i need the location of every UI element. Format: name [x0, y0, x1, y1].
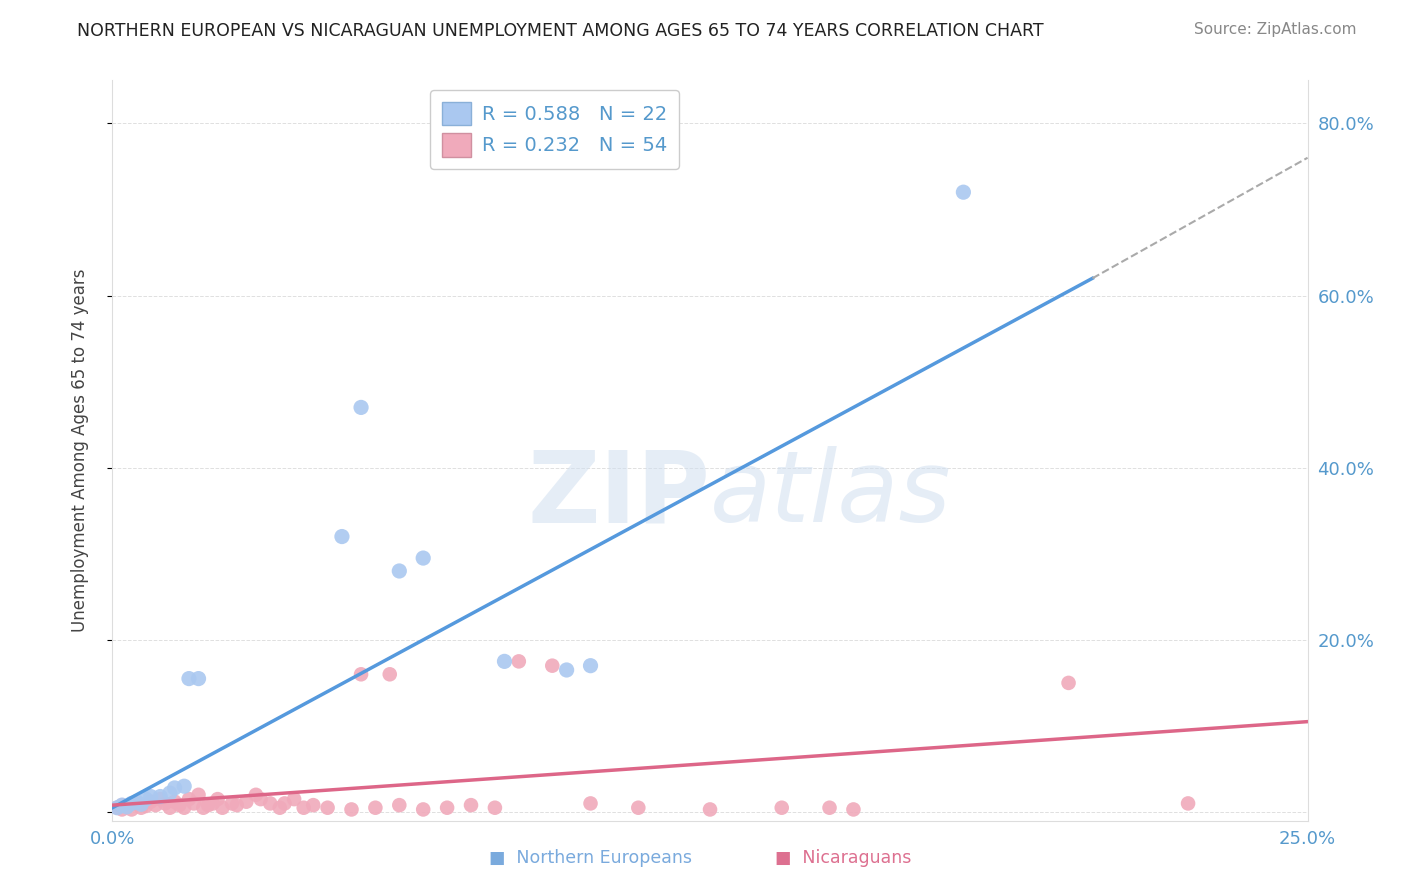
Point [115, 800, 138, 814]
Point [412, 802, 434, 816]
Legend: R = 0.588   N = 22, R = 0.232   N = 54: R = 0.588 N = 22, R = 0.232 N = 54 [430, 90, 679, 169]
Point [125, 797, 148, 811]
Point [273, 797, 295, 811]
Point [197, 798, 219, 813]
Point [221, 797, 243, 811]
Point [1177, 797, 1199, 811]
Text: atlas: atlas [710, 446, 952, 543]
Point [121, 802, 143, 816]
Point [163, 780, 186, 795]
Point [494, 654, 516, 668]
Text: ■  Nicaraguans: ■ Nicaraguans [776, 849, 911, 867]
Point [842, 802, 865, 816]
Point [115, 800, 138, 814]
Point [952, 185, 974, 199]
Point [555, 663, 578, 677]
Point [149, 789, 172, 804]
Point [235, 795, 257, 809]
Point [412, 551, 434, 566]
Point [177, 792, 200, 806]
Point [770, 801, 793, 815]
Point [139, 795, 162, 809]
Point [105, 801, 128, 815]
Point [149, 792, 172, 806]
Point [183, 797, 205, 811]
Point [139, 789, 162, 804]
Point [173, 779, 195, 793]
Point [207, 792, 229, 806]
Point [378, 667, 401, 681]
Point [193, 801, 215, 815]
Point [135, 799, 157, 814]
Point [508, 654, 530, 668]
Point [699, 802, 721, 816]
Point [302, 798, 325, 813]
Point [153, 797, 176, 811]
Point [283, 792, 305, 806]
Point [436, 801, 458, 815]
Point [259, 797, 281, 811]
Point [330, 530, 353, 544]
Point [818, 801, 841, 815]
Text: ZIP: ZIP [527, 446, 710, 543]
Point [177, 672, 200, 686]
Text: Source: ZipAtlas.com: Source: ZipAtlas.com [1194, 22, 1357, 37]
Point [541, 658, 564, 673]
Point [225, 798, 247, 813]
Text: NORTHERN EUROPEAN VS NICARAGUAN UNEMPLOYMENT AMONG AGES 65 TO 74 YEARS CORRELATI: NORTHERN EUROPEAN VS NICARAGUAN UNEMPLOY… [77, 22, 1043, 40]
Point [340, 802, 363, 816]
Point [316, 801, 339, 815]
Point [269, 801, 291, 815]
Point [159, 786, 181, 800]
Y-axis label: Unemployment Among Ages 65 to 74 years: Unemployment Among Ages 65 to 74 years [70, 268, 89, 632]
Point [135, 792, 157, 806]
Point [388, 564, 411, 578]
Point [627, 801, 650, 815]
Point [201, 797, 224, 811]
Point [111, 798, 134, 813]
Point [145, 798, 167, 813]
Text: ■  Northern Europeans: ■ Northern Europeans [489, 849, 692, 867]
Point [129, 797, 152, 812]
Point [249, 792, 271, 806]
Point [111, 798, 134, 813]
Point [125, 795, 148, 809]
Point [129, 801, 152, 815]
Point [292, 801, 315, 815]
Point [159, 801, 181, 815]
Point [484, 801, 506, 815]
Point [460, 798, 482, 813]
Point [105, 801, 128, 815]
Point [169, 798, 191, 813]
Point [579, 658, 602, 673]
Point [350, 401, 373, 415]
Point [187, 788, 209, 802]
Point [121, 797, 143, 811]
Point [211, 801, 233, 815]
Point [579, 797, 602, 811]
Point [163, 795, 186, 809]
Point [350, 667, 373, 681]
Point [173, 801, 195, 815]
Point [111, 802, 134, 816]
Point [187, 672, 209, 686]
Point [1057, 676, 1080, 690]
Point [364, 801, 387, 815]
Point [245, 788, 267, 802]
Point [388, 798, 411, 813]
